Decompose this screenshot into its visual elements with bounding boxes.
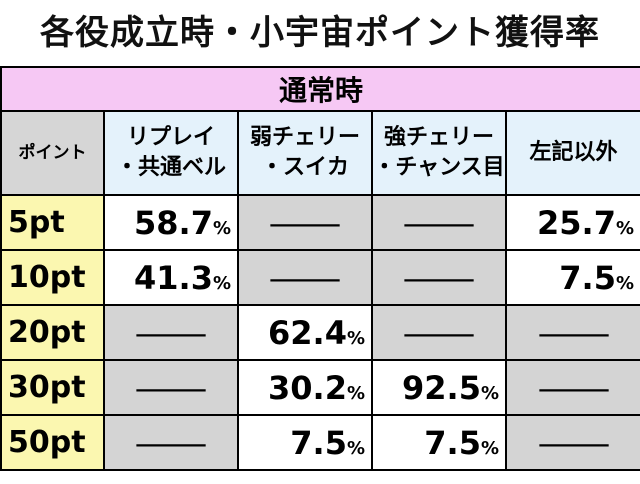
rate-number: 92.5 bbox=[402, 368, 481, 407]
table-body: 通常時 ポイント リプレイ ・共通ベル 弱チェリー ・スイカ 強チェリー ・チャンス目… bbox=[0, 66, 640, 471]
header-row: ポイント リプレイ ・共通ベル 弱チェリー ・スイカ 強チェリー ・チャンス目 左記以外 bbox=[0, 110, 640, 196]
column-header: リプレイ ・共通ベル bbox=[103, 110, 239, 196]
rate-unit: % bbox=[346, 437, 365, 459]
rate-cell: — bbox=[237, 194, 373, 251]
rate-cell: 41.3% bbox=[103, 249, 239, 306]
rate-number: 25.7 bbox=[537, 203, 616, 242]
dash: — bbox=[400, 203, 478, 242]
rate-cell: — bbox=[103, 359, 239, 416]
rate-cell: 58.7% bbox=[103, 194, 239, 251]
rate-number: 58.7 bbox=[134, 203, 213, 242]
rate-number: 62.4 bbox=[268, 313, 347, 352]
row-header: 50pt bbox=[0, 414, 105, 471]
rate-cell: 92.5% bbox=[371, 359, 507, 416]
rate-number: 7.5 bbox=[424, 423, 481, 462]
rate-number: 30.2 bbox=[268, 368, 347, 407]
rate-cell: — bbox=[505, 359, 640, 416]
dash: — bbox=[535, 368, 612, 407]
column-header: 弱チェリー ・スイカ bbox=[237, 110, 373, 196]
dash: — bbox=[400, 258, 478, 297]
column-header: 強チェリー ・チャンス目 bbox=[371, 110, 507, 196]
row-header: 30pt bbox=[0, 359, 105, 416]
rate-cell: 30.2% bbox=[237, 359, 373, 416]
data-row: 5pt 58.7% — —25.7% bbox=[0, 194, 640, 251]
rate-cell: 7.5% bbox=[237, 414, 373, 471]
rate-unit: % bbox=[480, 437, 499, 459]
data-row: 30pt —30.2% 92.5% — bbox=[0, 359, 640, 416]
rate-cell: — bbox=[103, 414, 239, 471]
rate-unit: % bbox=[212, 272, 231, 294]
rate-unit: % bbox=[212, 217, 231, 239]
dash: — bbox=[535, 313, 612, 352]
rate-unit: % bbox=[346, 382, 365, 404]
rate-cell: — bbox=[371, 194, 507, 251]
rate-unit: % bbox=[615, 217, 634, 239]
rate-number: 41.3 bbox=[134, 258, 213, 297]
rate-cell: 62.4% bbox=[237, 304, 373, 361]
rate-unit: % bbox=[480, 382, 499, 404]
rate-unit: % bbox=[615, 272, 634, 294]
rate-unit: % bbox=[346, 327, 365, 349]
data-row: 20pt — 62.4% — — bbox=[0, 304, 640, 361]
page-title: 各役成立時・小宇宙ポイント獲得率 bbox=[40, 13, 600, 53]
section-row: 通常時 bbox=[0, 66, 640, 112]
rate-cell: — bbox=[237, 249, 373, 306]
rate-cell: — bbox=[103, 304, 239, 361]
dash: — bbox=[132, 368, 210, 407]
rate-table: 通常時 ポイント リプレイ ・共通ベル 弱チェリー ・スイカ 強チェリー ・チャンス目… bbox=[0, 66, 640, 471]
data-row: 10pt 41.3% — —7.5% bbox=[0, 249, 640, 306]
dash: — bbox=[266, 258, 344, 297]
rate-number: 7.5 bbox=[290, 423, 347, 462]
data-row: 50pt —7.5% 7.5% — bbox=[0, 414, 640, 471]
dash: — bbox=[132, 423, 210, 462]
rate-cell: 7.5% bbox=[505, 249, 640, 306]
rate-number: 7.5 bbox=[559, 258, 616, 297]
rate-cell: — bbox=[505, 304, 640, 361]
column-header: 左記以外 bbox=[505, 110, 640, 196]
column-header: ポイント bbox=[0, 110, 105, 196]
section-header: 通常時 bbox=[0, 66, 640, 112]
rate-cell: 7.5% bbox=[371, 414, 507, 471]
row-header: 10pt bbox=[0, 249, 105, 306]
dash: — bbox=[132, 313, 210, 352]
rate-cell: — bbox=[371, 249, 507, 306]
row-header: 5pt bbox=[0, 194, 105, 251]
dash: — bbox=[400, 313, 478, 352]
rate-cell: 25.7% bbox=[505, 194, 640, 251]
rate-cell: — bbox=[371, 304, 507, 361]
rate-cell: — bbox=[505, 414, 640, 471]
dash: — bbox=[535, 423, 612, 462]
dash: — bbox=[266, 203, 344, 242]
row-header: 20pt bbox=[0, 304, 105, 361]
